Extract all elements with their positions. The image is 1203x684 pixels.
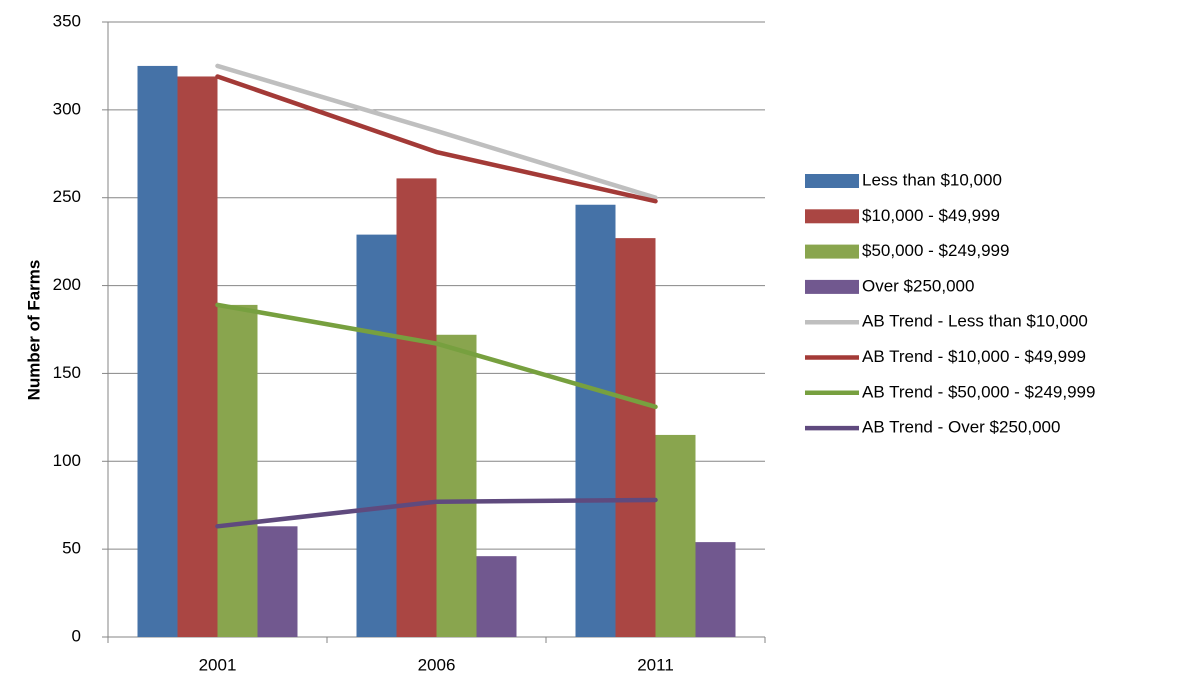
bar (575, 204, 616, 637)
y-tick-label: 200 (53, 275, 81, 294)
trend-line (215, 63, 658, 200)
legend-label: AB Trend - Less than $10,000 (862, 312, 1088, 331)
y-tick-label: 300 (53, 99, 81, 118)
bar (476, 556, 517, 637)
bar (177, 76, 218, 637)
legend-swatch (805, 209, 859, 224)
legend-swatch (805, 174, 859, 188)
bar (615, 238, 656, 637)
trend-line (215, 497, 658, 529)
legend-label: Over $250,000 (862, 276, 974, 295)
bar (396, 178, 437, 637)
y-tick-label: 50 (62, 539, 81, 558)
bar (436, 334, 477, 637)
y-tick-label: 250 (53, 187, 81, 206)
x-tick-label: 2001 (199, 655, 237, 674)
legend-label: $50,000 - $249,999 (862, 241, 1009, 260)
trend-line (215, 302, 658, 410)
x-tick-label: 2011 (637, 655, 674, 674)
legend-label: AB Trend - Over $250,000 (862, 418, 1060, 437)
y-axis-title: Number of Farms (24, 260, 43, 401)
bar (356, 234, 397, 637)
y-tick-label: 150 (53, 363, 81, 382)
legend-swatch (805, 279, 859, 294)
bar (695, 542, 736, 637)
bar (257, 526, 298, 637)
y-tick-label: 0 (72, 626, 81, 645)
x-tick-label: 2006 (418, 655, 456, 674)
legend-label: Less than $10,000 (862, 170, 1002, 189)
bar (655, 434, 696, 637)
legend-label: $10,000 - $49,999 (862, 206, 1000, 225)
bar (217, 304, 258, 637)
legend-label: AB Trend - $50,000 - $249,999 (862, 382, 1095, 401)
legend-swatch (805, 244, 859, 259)
y-tick-label: 100 (53, 451, 81, 470)
bar (137, 65, 178, 637)
legend-label: AB Trend - $10,000 - $49,999 (862, 347, 1086, 366)
y-tick-label: 350 (53, 11, 81, 30)
trend-line (215, 74, 658, 204)
